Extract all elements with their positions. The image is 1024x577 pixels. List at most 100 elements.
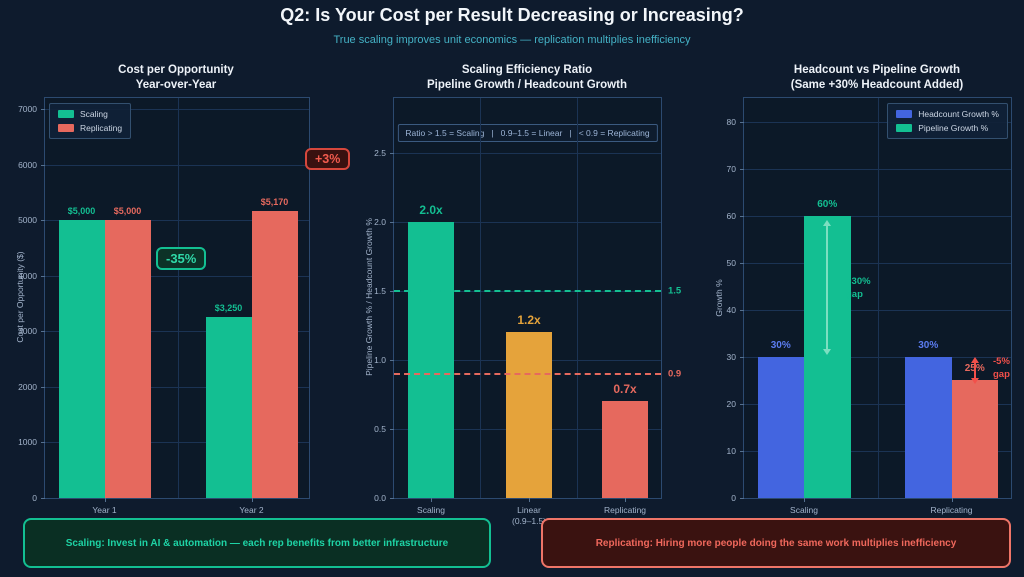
- gap-arrow-replicating: [971, 357, 979, 384]
- y-tick-mark: [740, 121, 744, 123]
- bar-value-label: 1.2x: [517, 313, 541, 328]
- bar-value-label: 60%: [817, 198, 838, 210]
- y-tick-label: 30: [726, 351, 736, 362]
- y-tick-mark: [41, 442, 45, 444]
- y-tick-label: 6000: [18, 159, 37, 170]
- bar-value-label: 2.0x: [419, 203, 443, 218]
- x-tick-label: Linear (0.9–1.5): [511, 505, 547, 527]
- scaling-callout: Scaling: Invest in AI & automation — eac…: [23, 518, 491, 568]
- threshold-line: [394, 372, 661, 375]
- arrow-down-icon: [823, 349, 831, 355]
- chart3-y-axis-label: Growth %: [714, 279, 724, 317]
- bar-value-label: $5,000: [67, 206, 96, 217]
- y-tick-label: 20: [726, 398, 736, 409]
- arrow-line: [974, 360, 976, 381]
- gridline: [177, 98, 179, 498]
- arrow-line: [826, 223, 828, 352]
- x-tick-label: Year 2: [239, 505, 264, 515]
- bar-value-label: $5,000: [113, 206, 142, 217]
- y-tick-label: 4000: [18, 270, 37, 281]
- y-tick-label: 0: [32, 493, 37, 503]
- x-tick-mark: [804, 498, 805, 502]
- chart1-plot-area: Scaling Replicating 0 1000 2000 3000 4000 500…: [18, 97, 310, 515]
- y-tick-label: 3000: [18, 326, 37, 337]
- annotation-minus-35pct: -35%: [156, 247, 207, 270]
- arrow-down-icon: [971, 378, 979, 384]
- y-tick-label: 80: [726, 116, 736, 127]
- bar-value-label: 30%: [918, 339, 939, 351]
- bar: [104, 220, 151, 498]
- y-tick-mark: [740, 498, 744, 499]
- y-tick-label: 10: [726, 445, 736, 456]
- bar-value-label: $5,170: [260, 196, 289, 207]
- threshold-label: 0.9: [668, 368, 682, 380]
- bar: [58, 220, 105, 498]
- y-tick-mark: [390, 360, 394, 362]
- y-tick-mark: [41, 275, 45, 277]
- bar: [602, 401, 648, 498]
- legend-item-pipeline: Pipeline Growth %: [896, 123, 999, 133]
- y-tick-label: 1000: [18, 437, 37, 448]
- gridline: [577, 98, 578, 498]
- chart3-title: Headcount vs Pipeline Growth (Same +30% …: [790, 64, 964, 91]
- y-tick-mark: [740, 309, 744, 311]
- chart2-plot-area: Ratio > 1.5 = Scaling | 0.9–1.5 = Linear…: [374, 97, 681, 526]
- bar: [951, 380, 998, 498]
- legend-label-pipeline: Pipeline Growth %: [918, 123, 989, 133]
- x-tick-mark: [529, 498, 530, 502]
- ratio-legend-note: Ratio > 1.5 = Scaling | 0.9–1.5 = Linear…: [397, 124, 658, 142]
- y-tick-label: 0: [731, 493, 736, 503]
- legend-swatch-replicating: [58, 124, 74, 132]
- gap-annotation-replicating: -5% gap: [993, 356, 1010, 380]
- threshold-label: 1.5: [668, 285, 682, 297]
- bar-value-label: 30%: [770, 339, 791, 351]
- y-tick-mark: [740, 450, 744, 452]
- y-tick-mark: [390, 429, 394, 431]
- x-tick-mark: [431, 498, 432, 502]
- y-tick-mark: [740, 168, 744, 170]
- y-tick-label: 2000: [18, 381, 37, 392]
- y-tick-mark: [390, 498, 394, 499]
- gridline: [45, 275, 309, 277]
- y-tick-mark: [390, 222, 394, 224]
- threshold-line: [394, 290, 661, 293]
- x-tick-label: Replicating: [930, 505, 973, 515]
- gridline: [394, 222, 661, 224]
- y-tick-label: 1.5: [374, 286, 386, 297]
- gridline: [45, 109, 309, 111]
- x-tick-mark: [251, 498, 253, 502]
- gridline: [45, 331, 309, 333]
- legend-item-replicating: Replicating: [58, 123, 122, 133]
- chart1-title: Cost per Opportunity Year-over-Year: [118, 64, 234, 91]
- y-tick-mark: [740, 215, 744, 217]
- y-tick-label: 1.0: [374, 355, 386, 366]
- gridline: [45, 386, 309, 388]
- page-title: Q2: Is Your Cost per Result Decreasing o…: [280, 5, 744, 25]
- bar: [408, 222, 454, 498]
- gridline: [45, 442, 309, 444]
- chart3-plot-area: Headcount Growth % Pipeline Growth % +30…: [727, 97, 1012, 515]
- gap-arrow-scaling: [823, 220, 831, 355]
- legend-label-headcount: Headcount Growth %: [918, 109, 999, 119]
- y-tick-mark: [41, 220, 45, 222]
- bar: [205, 317, 252, 498]
- y-tick-label: 50: [726, 257, 736, 268]
- x-tick-mark: [951, 498, 953, 502]
- y-tick-label: 0.5: [374, 424, 386, 435]
- legend-swatch-pipeline: [896, 124, 913, 132]
- y-tick-mark: [41, 164, 45, 166]
- y-tick-label: 0.0: [374, 493, 386, 503]
- y-tick-label: 2.5: [374, 148, 386, 159]
- legend-swatch-headcount: [896, 110, 913, 118]
- bar-value-label: $3,250: [214, 303, 243, 314]
- gridline: [45, 164, 309, 166]
- chart2-y-axis-label: Pipeline Growth % / Headcount Growth %: [364, 218, 374, 376]
- legend-label-replicating: Replicating: [80, 123, 123, 133]
- bar: [757, 356, 804, 498]
- legend-item-scaling: Scaling: [58, 109, 122, 119]
- x-tick-label: Scaling: [790, 505, 818, 515]
- y-tick-label: 5000: [18, 215, 37, 226]
- gap-annotation-scaling: +30% gap: [846, 276, 871, 300]
- legend-swatch-scaling: [58, 110, 74, 118]
